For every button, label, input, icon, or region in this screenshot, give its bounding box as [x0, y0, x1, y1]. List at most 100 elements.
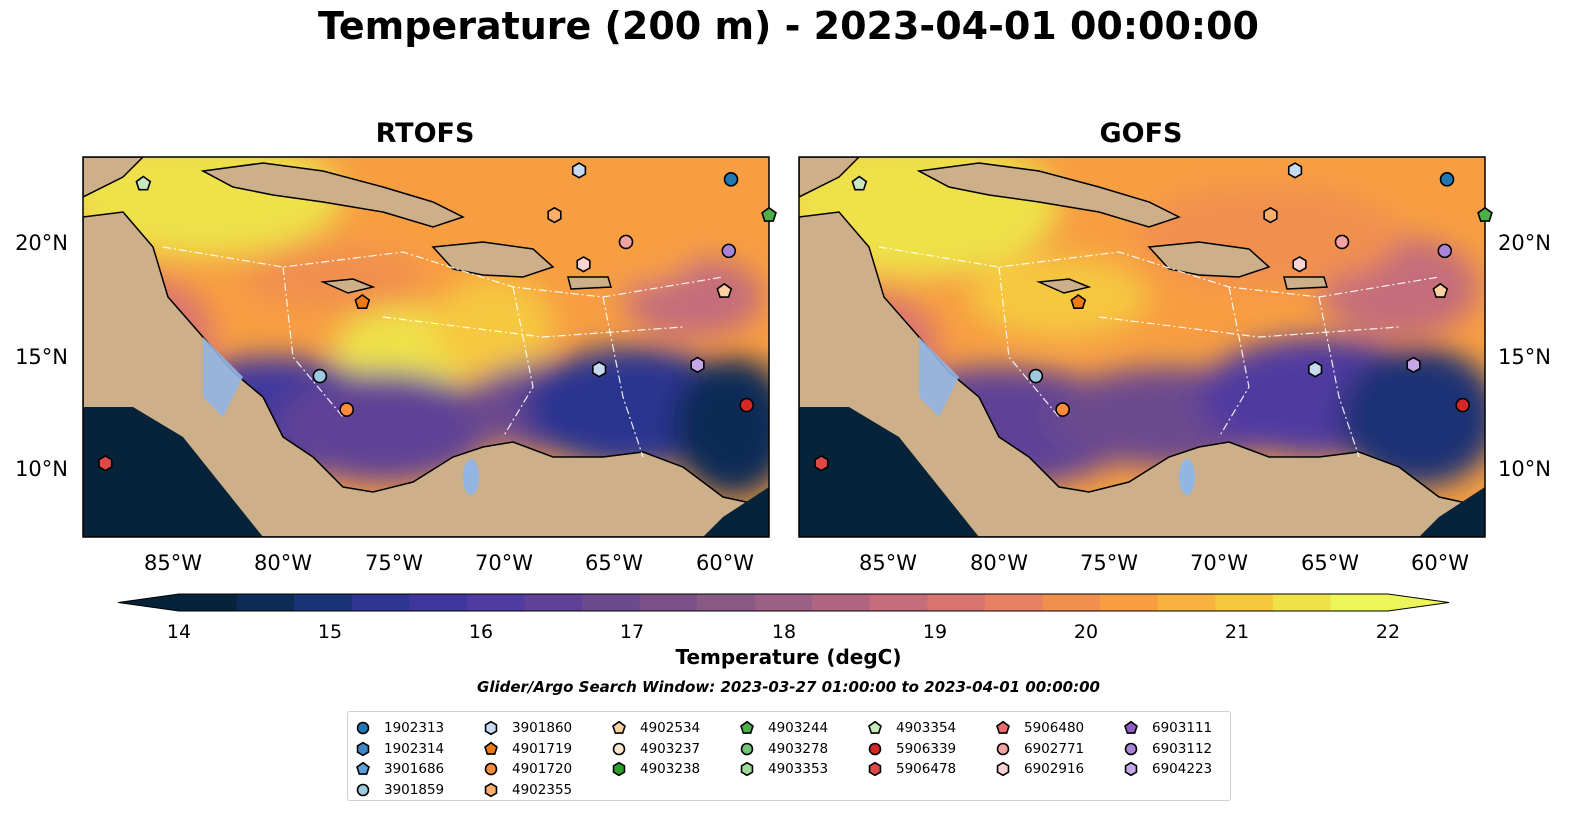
legend-label: 4901720 [512, 761, 573, 778]
rtofs-map-frame [82, 156, 770, 538]
legend-item-1902313: 1902313 [354, 718, 444, 739]
lon-tick: 80°W [254, 551, 312, 575]
float-marker-4903354 [851, 175, 868, 191]
lat-tick: 10°N [1498, 457, 1551, 481]
gofs-map-frame [798, 156, 1486, 538]
colorbar-bin [754, 594, 813, 611]
colorbar-bin [1330, 594, 1389, 611]
colorbar-under-extension [118, 594, 179, 611]
colorbar-bin [582, 594, 641, 611]
colorbar-over-extension [1388, 594, 1449, 611]
legend-label: 4903237 [640, 740, 701, 757]
legend-marker-icon [996, 742, 1010, 756]
float-marker-4901719 [1070, 294, 1087, 310]
float-marker-4902534 [716, 282, 733, 298]
legend-item-6904223: 6904223 [1122, 759, 1212, 780]
colorbar-tick: 22 [1376, 621, 1400, 643]
legend-item-4903238: 4903238 [610, 759, 700, 780]
float-marker-3901859 [1028, 368, 1044, 384]
legend-label: 5906478 [896, 761, 957, 778]
legend-item-4903353: 4903353 [738, 759, 828, 780]
colorbar-bin [697, 594, 756, 611]
legend-marker-icon [484, 762, 498, 776]
colorbar-bin [466, 594, 526, 611]
colorbar-bin [1042, 594, 1101, 611]
legend-label: 6902916 [1024, 761, 1085, 778]
legend-marker-icon [1124, 762, 1138, 777]
legend-label: 5906339 [896, 740, 957, 757]
search-window-caption: Glider/Argo Search Window: 2023-03-27 01… [477, 678, 1100, 696]
colorbar-bin [985, 594, 1044, 611]
legend-label: 4903244 [768, 720, 829, 737]
legend-label: 4903354 [896, 720, 957, 737]
float-marker-4902534 [1432, 282, 1449, 298]
legend-item-3901860: 3901860 [482, 718, 572, 739]
colorbar-bin [869, 594, 929, 611]
lat-tick: 10°N [15, 457, 68, 481]
rtofs-float-markers [98, 162, 777, 472]
legend-item-5906339: 5906339 [866, 739, 956, 760]
float-marker-3901860 [571, 162, 587, 179]
lat-tick: 20°N [15, 231, 68, 255]
legend-label: 4902355 [512, 781, 573, 798]
colorbar-label: Temperature (degC) [675, 645, 902, 669]
legend-marker-icon [484, 782, 498, 797]
colorbar-tick: 19 [923, 621, 947, 643]
colorbar-outline [117, 593, 1450, 612]
lon-tick: 75°W [1080, 551, 1138, 575]
lon-tick: 70°W [475, 551, 533, 575]
colorbar-tick: 14 [167, 621, 191, 643]
legend-label: 1902313 [384, 720, 445, 737]
float-marker-4901719 [354, 294, 371, 310]
legend-marker-icon [868, 762, 882, 777]
float-marker-3901859 [312, 368, 328, 384]
legend-item-6903112: 6903112 [1122, 739, 1212, 760]
legend-marker-icon [996, 762, 1010, 777]
colorbar-bin [409, 594, 468, 611]
float-marker-4901720 [339, 402, 354, 417]
gofs-panel-title: GOFS [1099, 118, 1183, 149]
float-marker-6903112 [1437, 243, 1453, 259]
lat-tick: 15°N [1498, 345, 1551, 369]
colorbar-tick: 15 [318, 621, 342, 643]
legend-label: 6903111 [1152, 720, 1213, 737]
lon-tick: 70°W [1190, 551, 1248, 575]
legend-column: 1902313 1902314 3901686 3901859 [354, 718, 444, 800]
float-marker-3901860 [1287, 162, 1303, 179]
rtofs-map [82, 156, 777, 538]
legend-marker-icon [356, 741, 370, 756]
lat-tick: 15°N [15, 345, 68, 369]
legend-marker-icon [356, 721, 370, 735]
colorbar-bin [1272, 594, 1332, 611]
legend-marker-icon [484, 741, 498, 755]
float-marker-4903354 [135, 175, 152, 191]
legend-marker-icon [356, 761, 370, 776]
colorbar-tick: 20 [1074, 621, 1098, 643]
legend-column: 3901860 4901719 4901720 4902355 [482, 718, 572, 800]
float-marker-3901860 [592, 361, 607, 378]
legend-marker-icon [740, 762, 754, 777]
float-marker-6902916 [576, 256, 591, 273]
rtofs-panel-title: RTOFS [375, 118, 475, 149]
legend-label: 5906480 [1024, 720, 1085, 737]
float-marker-4903244 [761, 206, 777, 222]
legend-label: 6904223 [1152, 761, 1213, 778]
float-marker-6904223 [690, 356, 705, 374]
legend-item-4903244: 4903244 [738, 718, 828, 739]
legend-marker-icon [612, 762, 626, 777]
legend-label: 3901859 [384, 781, 445, 798]
gofs-lat-ticks: 20°N 15°N 10°N [1498, 231, 1551, 481]
legend-column: 4903244 4903278 4903353 [738, 718, 828, 780]
legend-marker-icon [484, 721, 498, 736]
legend-marker-icon [740, 742, 754, 756]
colorbar [117, 593, 1450, 612]
legend-item-6902771: 6902771 [994, 739, 1084, 760]
legend-marker-icon [868, 720, 882, 735]
rtofs-lat-ticks: 20°N 15°N 10°N [15, 231, 68, 481]
colorbar-bin [351, 594, 410, 611]
legend-label: 6903112 [1152, 740, 1213, 757]
colorbar-tick: 18 [772, 621, 796, 643]
colorbar-bin [639, 594, 698, 611]
legend-column: 5906480 6902771 6902916 [994, 718, 1084, 780]
colorbar-bin [927, 594, 986, 611]
